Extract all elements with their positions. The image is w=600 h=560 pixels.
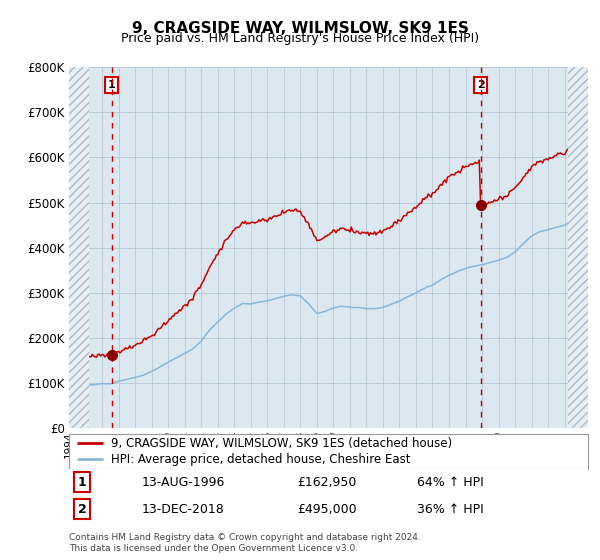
Bar	[568, 67, 588, 428]
Text: 1: 1	[77, 475, 86, 489]
Text: £162,950: £162,950	[298, 475, 357, 489]
Text: 13-DEC-2018: 13-DEC-2018	[142, 502, 224, 516]
Text: HPI: Average price, detached house, Cheshire East: HPI: Average price, detached house, Ches…	[110, 453, 410, 466]
Text: 2: 2	[77, 502, 86, 516]
Text: Price paid vs. HM Land Registry's House Price Index (HPI): Price paid vs. HM Land Registry's House …	[121, 32, 479, 45]
Text: 13-AUG-1996: 13-AUG-1996	[142, 475, 225, 489]
Text: 1: 1	[108, 80, 116, 90]
Text: Contains HM Land Registry data © Crown copyright and database right 2024.
This d: Contains HM Land Registry data © Crown c…	[69, 533, 421, 553]
Text: 9, CRAGSIDE WAY, WILMSLOW, SK9 1ES: 9, CRAGSIDE WAY, WILMSLOW, SK9 1ES	[131, 21, 469, 36]
Text: 64% ↑ HPI: 64% ↑ HPI	[417, 475, 484, 489]
Text: £495,000: £495,000	[298, 502, 357, 516]
Text: 9, CRAGSIDE WAY, WILMSLOW, SK9 1ES (detached house): 9, CRAGSIDE WAY, WILMSLOW, SK9 1ES (deta…	[110, 437, 452, 450]
Bar	[69, 67, 89, 428]
Text: 2: 2	[477, 80, 484, 90]
Text: 36% ↑ HPI: 36% ↑ HPI	[417, 502, 484, 516]
